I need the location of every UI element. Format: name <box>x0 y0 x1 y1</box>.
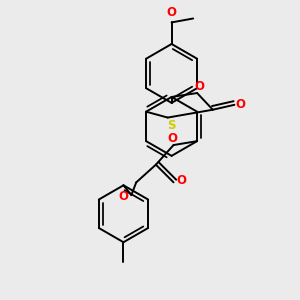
Text: O: O <box>235 98 245 111</box>
Text: O: O <box>194 80 204 93</box>
Text: O: O <box>168 132 178 145</box>
Text: O: O <box>118 190 128 202</box>
Text: O: O <box>167 7 177 20</box>
Text: O: O <box>176 174 186 187</box>
Text: S: S <box>167 119 176 132</box>
